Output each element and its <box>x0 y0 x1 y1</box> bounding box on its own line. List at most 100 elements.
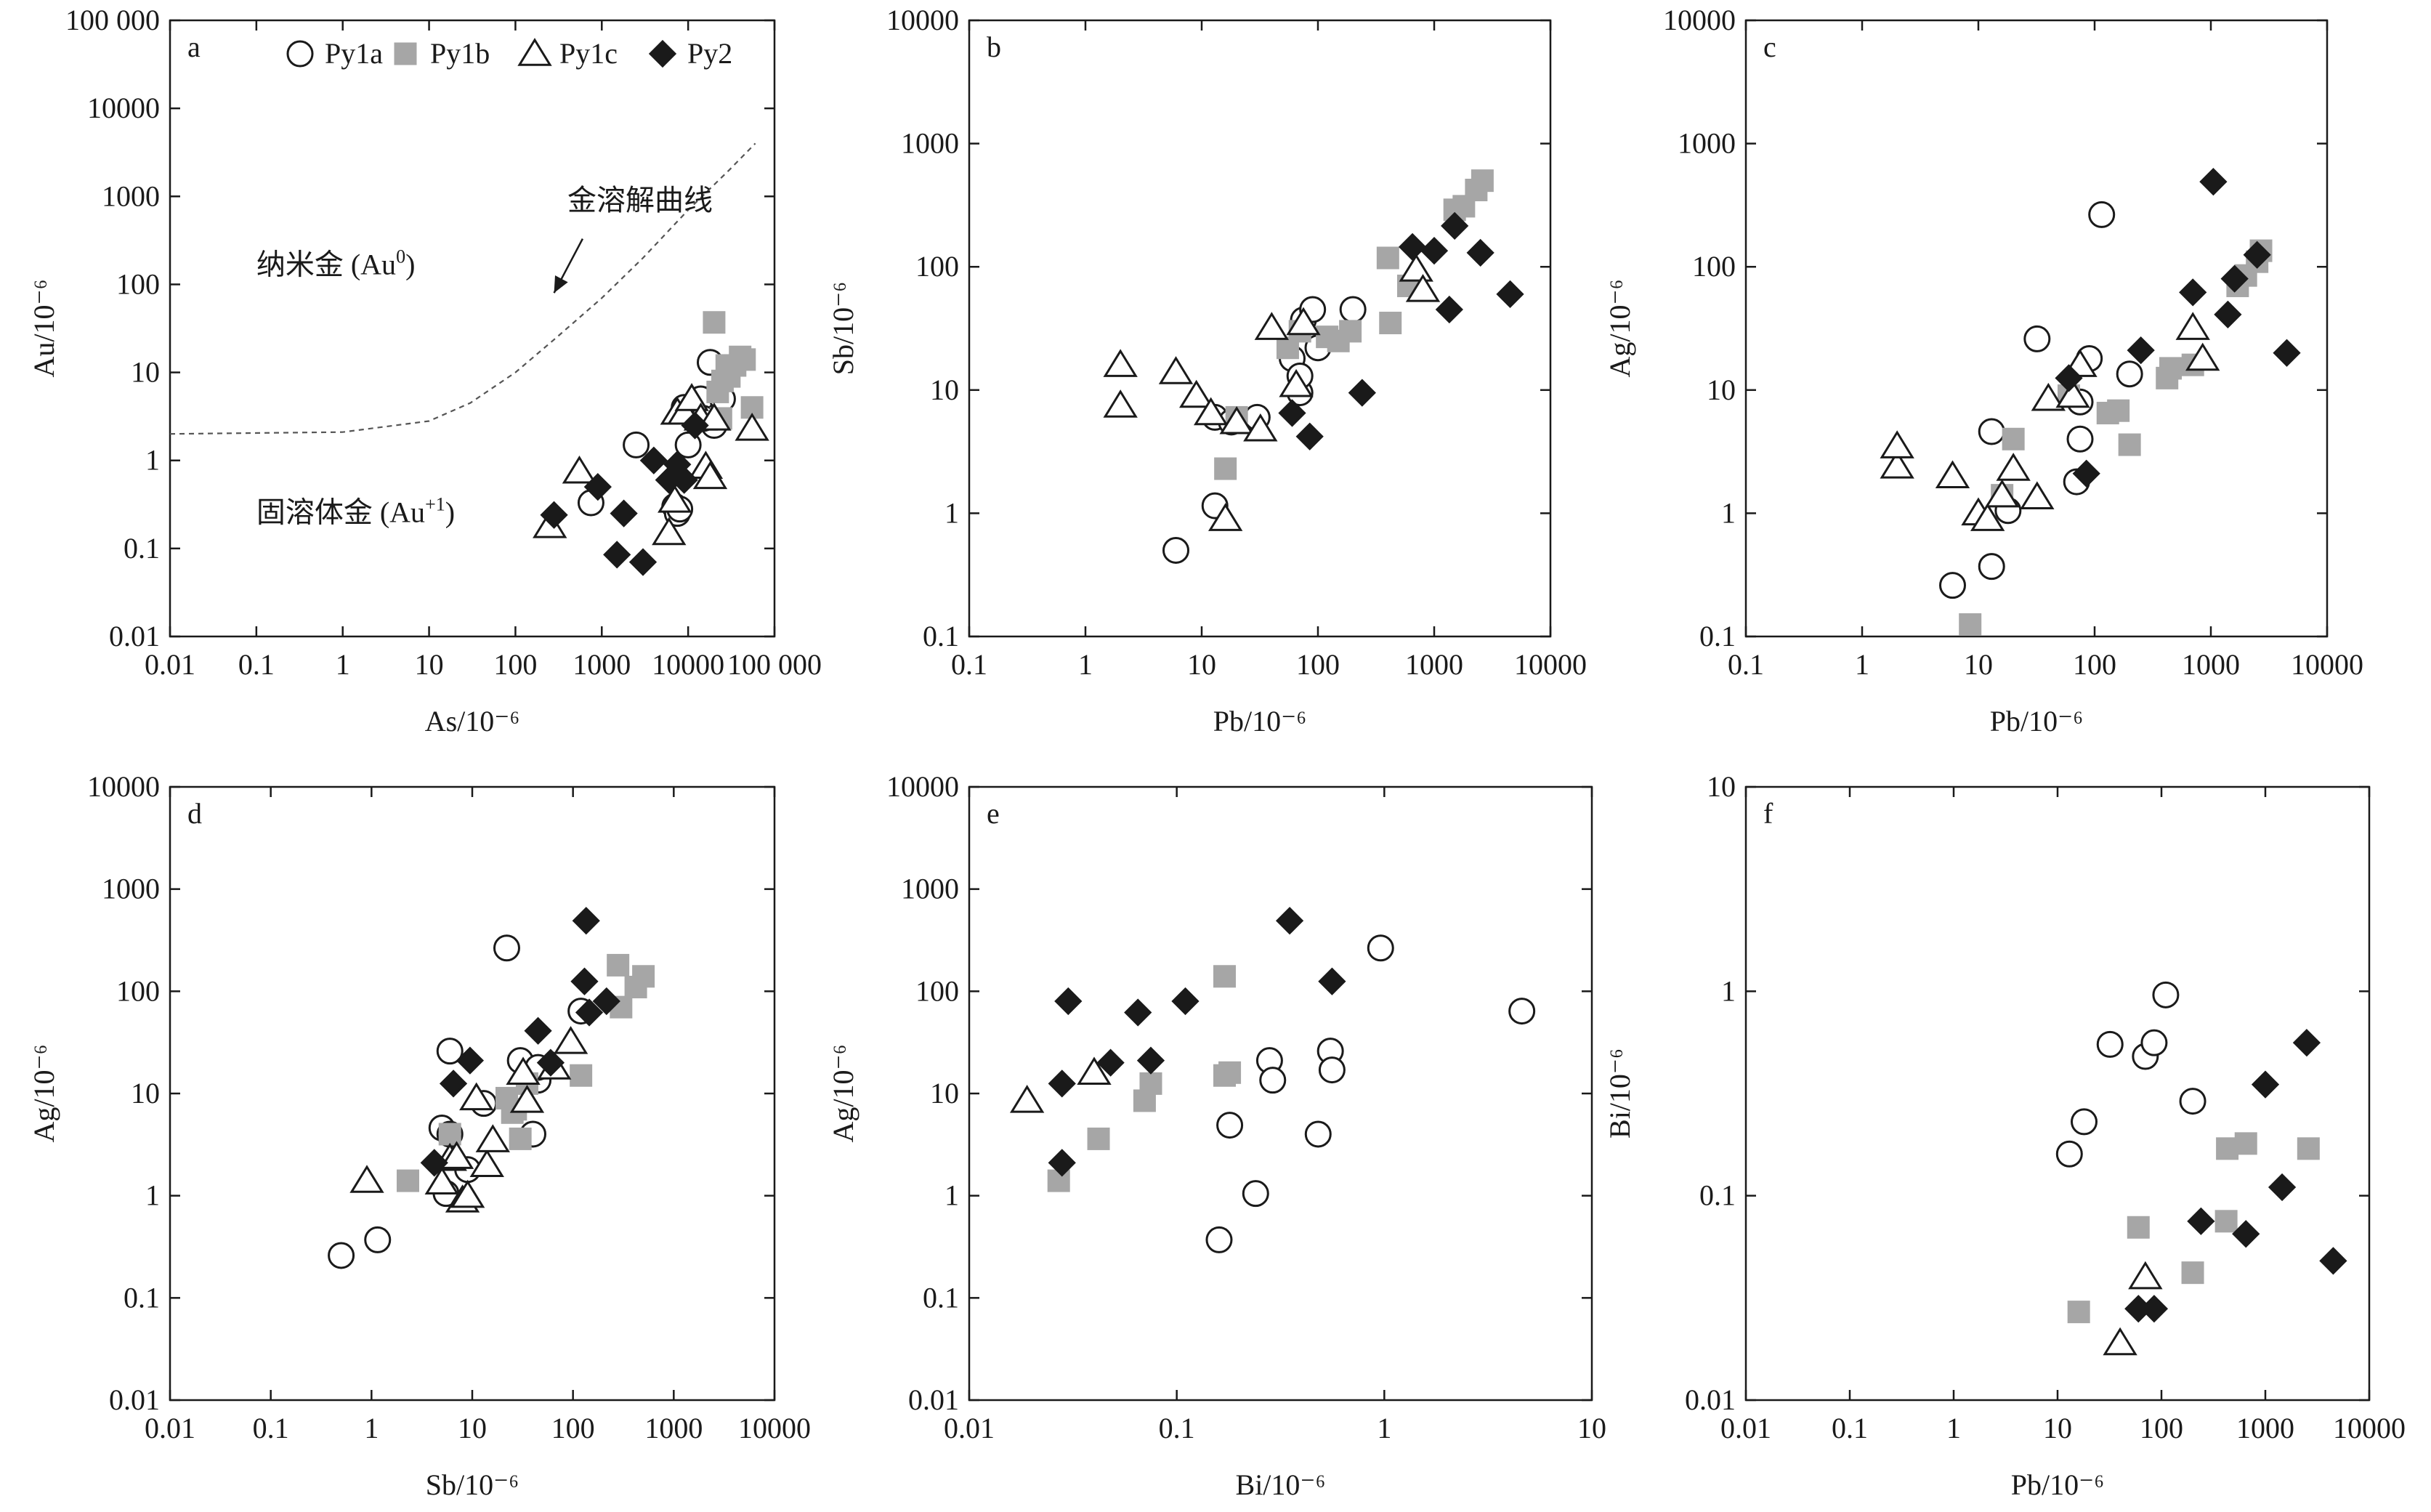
y-tick-label: 1 <box>1721 496 1736 529</box>
data-point-py1c <box>1009 1085 1045 1113</box>
data-point-py2 <box>2179 278 2207 307</box>
data-point-py2 <box>1171 987 1200 1016</box>
x-tick-label: 100 <box>493 648 537 681</box>
x-tick-label: 1000 <box>573 648 631 681</box>
data-point-py1c <box>1880 450 1914 479</box>
data-point-py1b <box>2181 1261 2204 1285</box>
x-axis-label: Pb/10⁻⁶ <box>1990 705 2083 737</box>
data-point-py2 <box>1096 1048 1125 1077</box>
data-point-py1a <box>1339 296 1367 323</box>
x-tick-label: 1000 <box>2182 648 2240 681</box>
legend-marker-py2 <box>648 39 677 68</box>
data-point-py1b <box>607 953 630 977</box>
data-point-py1b <box>2159 357 2183 380</box>
data-point-py1c <box>1935 460 1970 489</box>
data-point-py1b <box>1214 457 1237 480</box>
data-point-py1a <box>2140 1029 2168 1056</box>
y-tick-label: 100 <box>915 250 959 283</box>
data-point-py1c <box>2055 379 2090 408</box>
annotation-tail: ) <box>445 496 455 528</box>
legend: Py1a Py1b Py1c Py2 <box>286 37 732 70</box>
data-point-py2 <box>603 541 631 569</box>
data-point-py2 <box>1441 211 1469 240</box>
data-point-py2 <box>540 501 568 529</box>
data-point-py1a <box>2071 1108 2098 1136</box>
data-point-py2 <box>1295 422 1324 450</box>
data-point-py1b <box>1452 195 1476 218</box>
data-point-py1c <box>1193 397 1229 426</box>
data-point-py1c <box>506 1056 541 1085</box>
data-point-py1b <box>2067 1301 2090 1324</box>
series-py2 <box>420 907 620 1177</box>
data-point-py1a <box>2152 981 2180 1008</box>
data-point-py1b <box>2234 1132 2257 1155</box>
data-point-py1a <box>1216 1112 1244 1139</box>
series-py1c <box>1103 254 1441 531</box>
data-point-py1a <box>1162 536 1190 564</box>
x-tick-label: 10 <box>1577 1412 1606 1444</box>
x-tick-label: 1000 <box>1405 648 1463 681</box>
data-point-py2 <box>1398 233 1427 261</box>
x-axis-label: Pb/10⁻⁶ <box>2011 1468 2104 1501</box>
data-point-py1c <box>1996 453 2031 481</box>
y-tick-label: 1000 <box>1678 127 1736 160</box>
data-point-py2 <box>1496 280 1524 308</box>
data-point-py2 <box>1278 399 1306 427</box>
legend-label: Py1a <box>325 37 383 70</box>
data-point-py2 <box>2220 264 2249 293</box>
plot-frame <box>968 19 1552 638</box>
series-py1b <box>1047 965 1242 1192</box>
data-point-py2 <box>2214 300 2242 328</box>
data-point-py1c <box>1405 274 1441 302</box>
annotation-tail: ) <box>405 248 415 281</box>
y-axis-label: Ag/10⁻⁶ <box>827 1044 859 1142</box>
data-point-py2 <box>2140 1295 2169 1323</box>
data-point-py1a <box>2088 201 2116 228</box>
data-point-py1b <box>1376 246 1399 270</box>
plot-frame <box>169 19 776 638</box>
data-point-py1c <box>735 413 769 441</box>
y-tick-label: 10000 <box>886 4 959 36</box>
data-point-py2 <box>2232 1220 2260 1248</box>
x-tick-label: 1 <box>1855 648 1869 681</box>
x-axis-label: As/10⁻⁶ <box>425 705 520 737</box>
data-point-py1c <box>1219 405 1254 434</box>
y-tick-label: 10 <box>1707 770 1736 803</box>
data-point-py1a <box>1367 934 1394 962</box>
x-tick-label: 0.1 <box>1832 1412 1868 1444</box>
data-point-py1c <box>2020 481 2055 509</box>
y-tick-label: 1 <box>945 1179 959 1212</box>
plot-frame <box>1744 785 2371 1402</box>
y-tick-label: 10000 <box>87 770 160 803</box>
y-axis-label: Bi/10⁻⁶ <box>1603 1048 1636 1139</box>
y-axis-label: Ag/10⁻⁶ <box>1603 279 1636 377</box>
data-point-py1c <box>1279 368 1314 397</box>
data-point-py1c <box>2128 1261 2163 1290</box>
data-point-py1a <box>493 934 520 962</box>
data-point-py1a <box>1939 572 1967 599</box>
data-point-py2 <box>610 499 638 527</box>
data-point-py2 <box>1348 379 1376 407</box>
y-tick-label: 10 <box>131 356 160 389</box>
y-tick-label: 0.1 <box>1699 620 1736 652</box>
data-point-py1c <box>424 1166 459 1195</box>
y-tick-label: 0.1 <box>124 532 160 565</box>
y-tick-label: 1 <box>945 496 959 529</box>
data-point-py2 <box>456 1046 485 1075</box>
x-tick-label: 1000 <box>644 1412 703 1444</box>
data-point-py1c <box>439 1141 474 1169</box>
x-axis-label: Pb/10⁻⁶ <box>1213 705 1306 737</box>
x-tick-label: 0.1 <box>238 648 275 681</box>
data-point-py1a <box>1304 1120 1332 1148</box>
data-point-py2 <box>670 466 698 494</box>
data-point-py1c <box>1243 413 1278 442</box>
panel-letter: c <box>1763 31 1776 63</box>
y-tick-label: 1000 <box>102 179 160 212</box>
data-point-py1b <box>1213 965 1236 988</box>
data-point-py1c <box>2031 382 2066 411</box>
data-point-py1c <box>1254 312 1290 340</box>
panel-letter: e <box>987 797 1000 830</box>
panel-letter: d <box>187 797 202 830</box>
x-tick-label: 0.01 <box>1720 1412 1771 1444</box>
y-tick-label: 1000 <box>102 873 160 905</box>
